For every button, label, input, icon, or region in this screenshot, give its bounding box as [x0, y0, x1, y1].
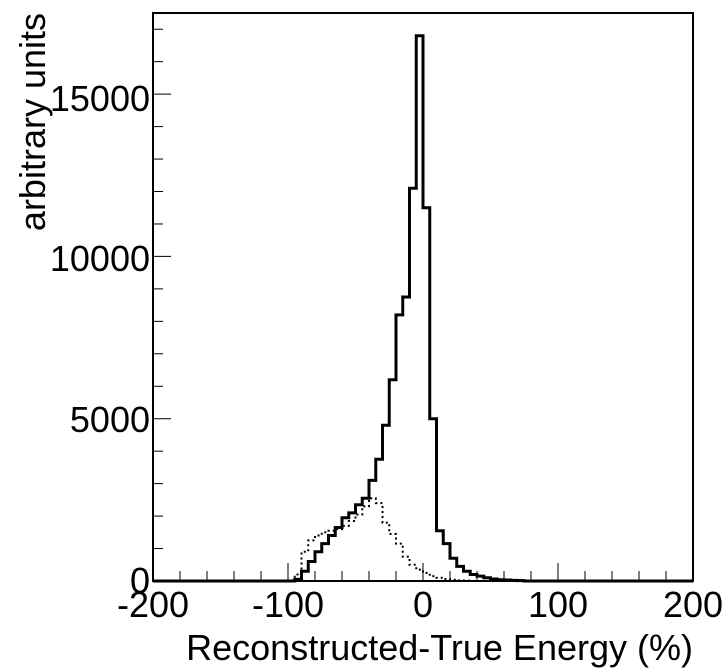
y-tick-labels: 0 5000 10000 15000: [50, 78, 150, 601]
histogram-series: [153, 34, 693, 583]
x-tick-label: 200: [663, 584, 723, 625]
solid-histogram-line: [153, 34, 693, 583]
y-tick-label: 0: [130, 560, 150, 601]
x-tick-label: 0: [413, 584, 433, 625]
x-axis-label: Reconstructed-True Energy (%): [186, 627, 693, 668]
y-tick-label: 10000: [50, 238, 150, 279]
x-tick-label: -200: [117, 584, 189, 625]
y-minor-ticks: [153, 28, 163, 550]
x-tick-label: 100: [528, 584, 588, 625]
dotted-histogram-line: [153, 497, 693, 582]
y-tick-label: 5000: [70, 399, 150, 440]
x-minor-ticks: [179, 571, 667, 581]
y-major-ticks: [153, 93, 171, 582]
y-tick-label: 15000: [50, 78, 150, 119]
y-axis-label: arbitrary units: [12, 13, 53, 231]
x-tick-label: -100: [252, 584, 324, 625]
x-major-ticks: [152, 563, 694, 581]
x-tick-labels: -200 -100 0 100 200: [117, 584, 723, 625]
